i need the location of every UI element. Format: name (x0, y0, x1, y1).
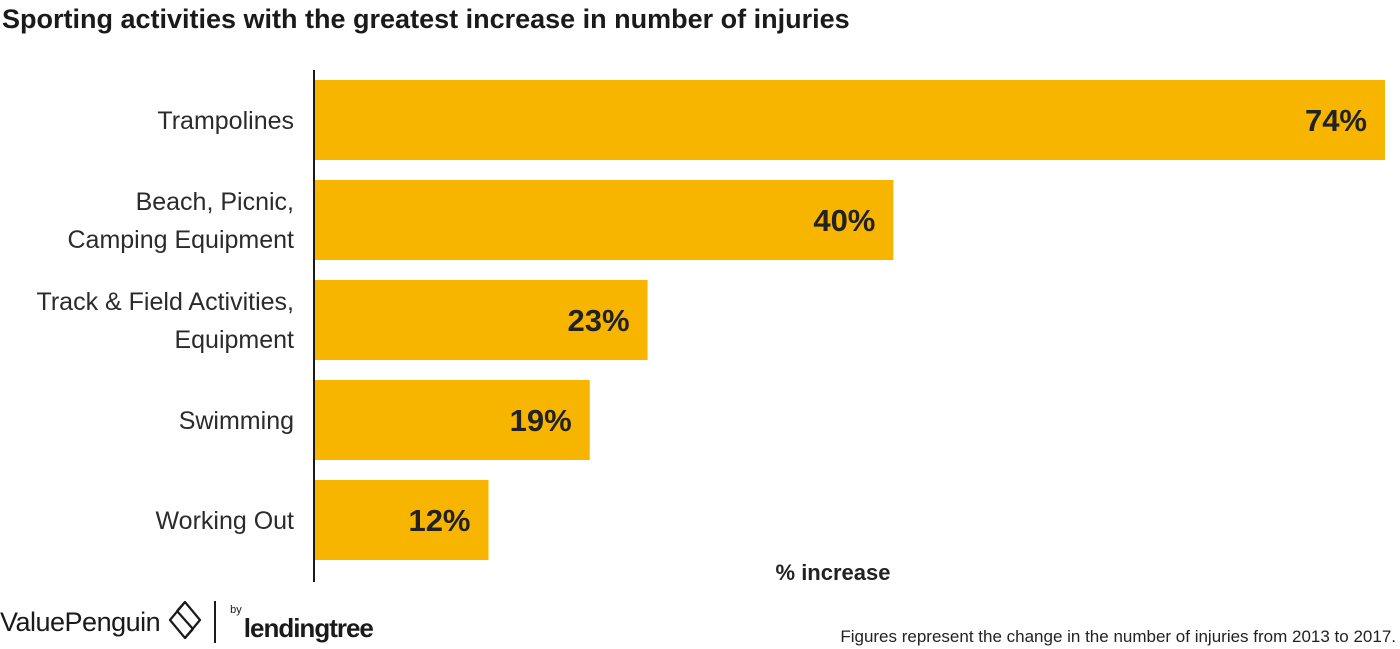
category-label-0: Trampolines (157, 107, 294, 135)
chart-title: Sporting activities with the greatest in… (2, 4, 850, 34)
category-label-2: Track & Field Activities, Equipment (37, 288, 295, 354)
bar-4 (315, 480, 489, 560)
data-label-0: 74% (1305, 103, 1367, 138)
x-axis-label: % increase (775, 560, 891, 585)
data-label-4: 12% (408, 503, 470, 538)
data-label-1: 40% (813, 203, 875, 238)
data-label-2: 23% (568, 303, 630, 338)
category-label-1-line-0: Beach, Picnic, (136, 188, 294, 216)
category-label-3-line-0: Swimming (179, 407, 294, 435)
category-label-0-line-0: Trampolines (157, 107, 294, 135)
brand-name: ValuePenguin (0, 606, 161, 637)
category-label-4-line-0: Working Out (156, 507, 295, 535)
category-label-1-line-1: Camping Equipment (67, 226, 294, 254)
brand-divider (214, 601, 217, 643)
valuepenguin-logo-icon (168, 600, 202, 645)
category-label-1: Beach, Picnic, Camping Equipment (67, 188, 294, 254)
data-label-3: 19% (510, 403, 572, 438)
brand-by: by (230, 604, 242, 616)
bar-chart: 74% Trampolines 40% Beach, Picnic, Camping E… (37, 70, 1385, 582)
bar-1 (315, 180, 894, 260)
bar-3 (315, 380, 590, 460)
bar-2 (315, 280, 648, 360)
bar-0 (315, 80, 1385, 160)
category-label-3: Swimming (179, 407, 294, 435)
brand-partner-name: lendingtree (243, 612, 374, 643)
category-label-2-line-0: Track & Field Activities, (37, 288, 294, 316)
footnote: Figures represent the change in the numb… (840, 627, 1396, 646)
category-label-2-line-1: Equipment (174, 326, 294, 354)
brand-logo: ValuePenguin by lendingtree (0, 598, 374, 646)
category-label-4: Working Out (156, 507, 295, 535)
